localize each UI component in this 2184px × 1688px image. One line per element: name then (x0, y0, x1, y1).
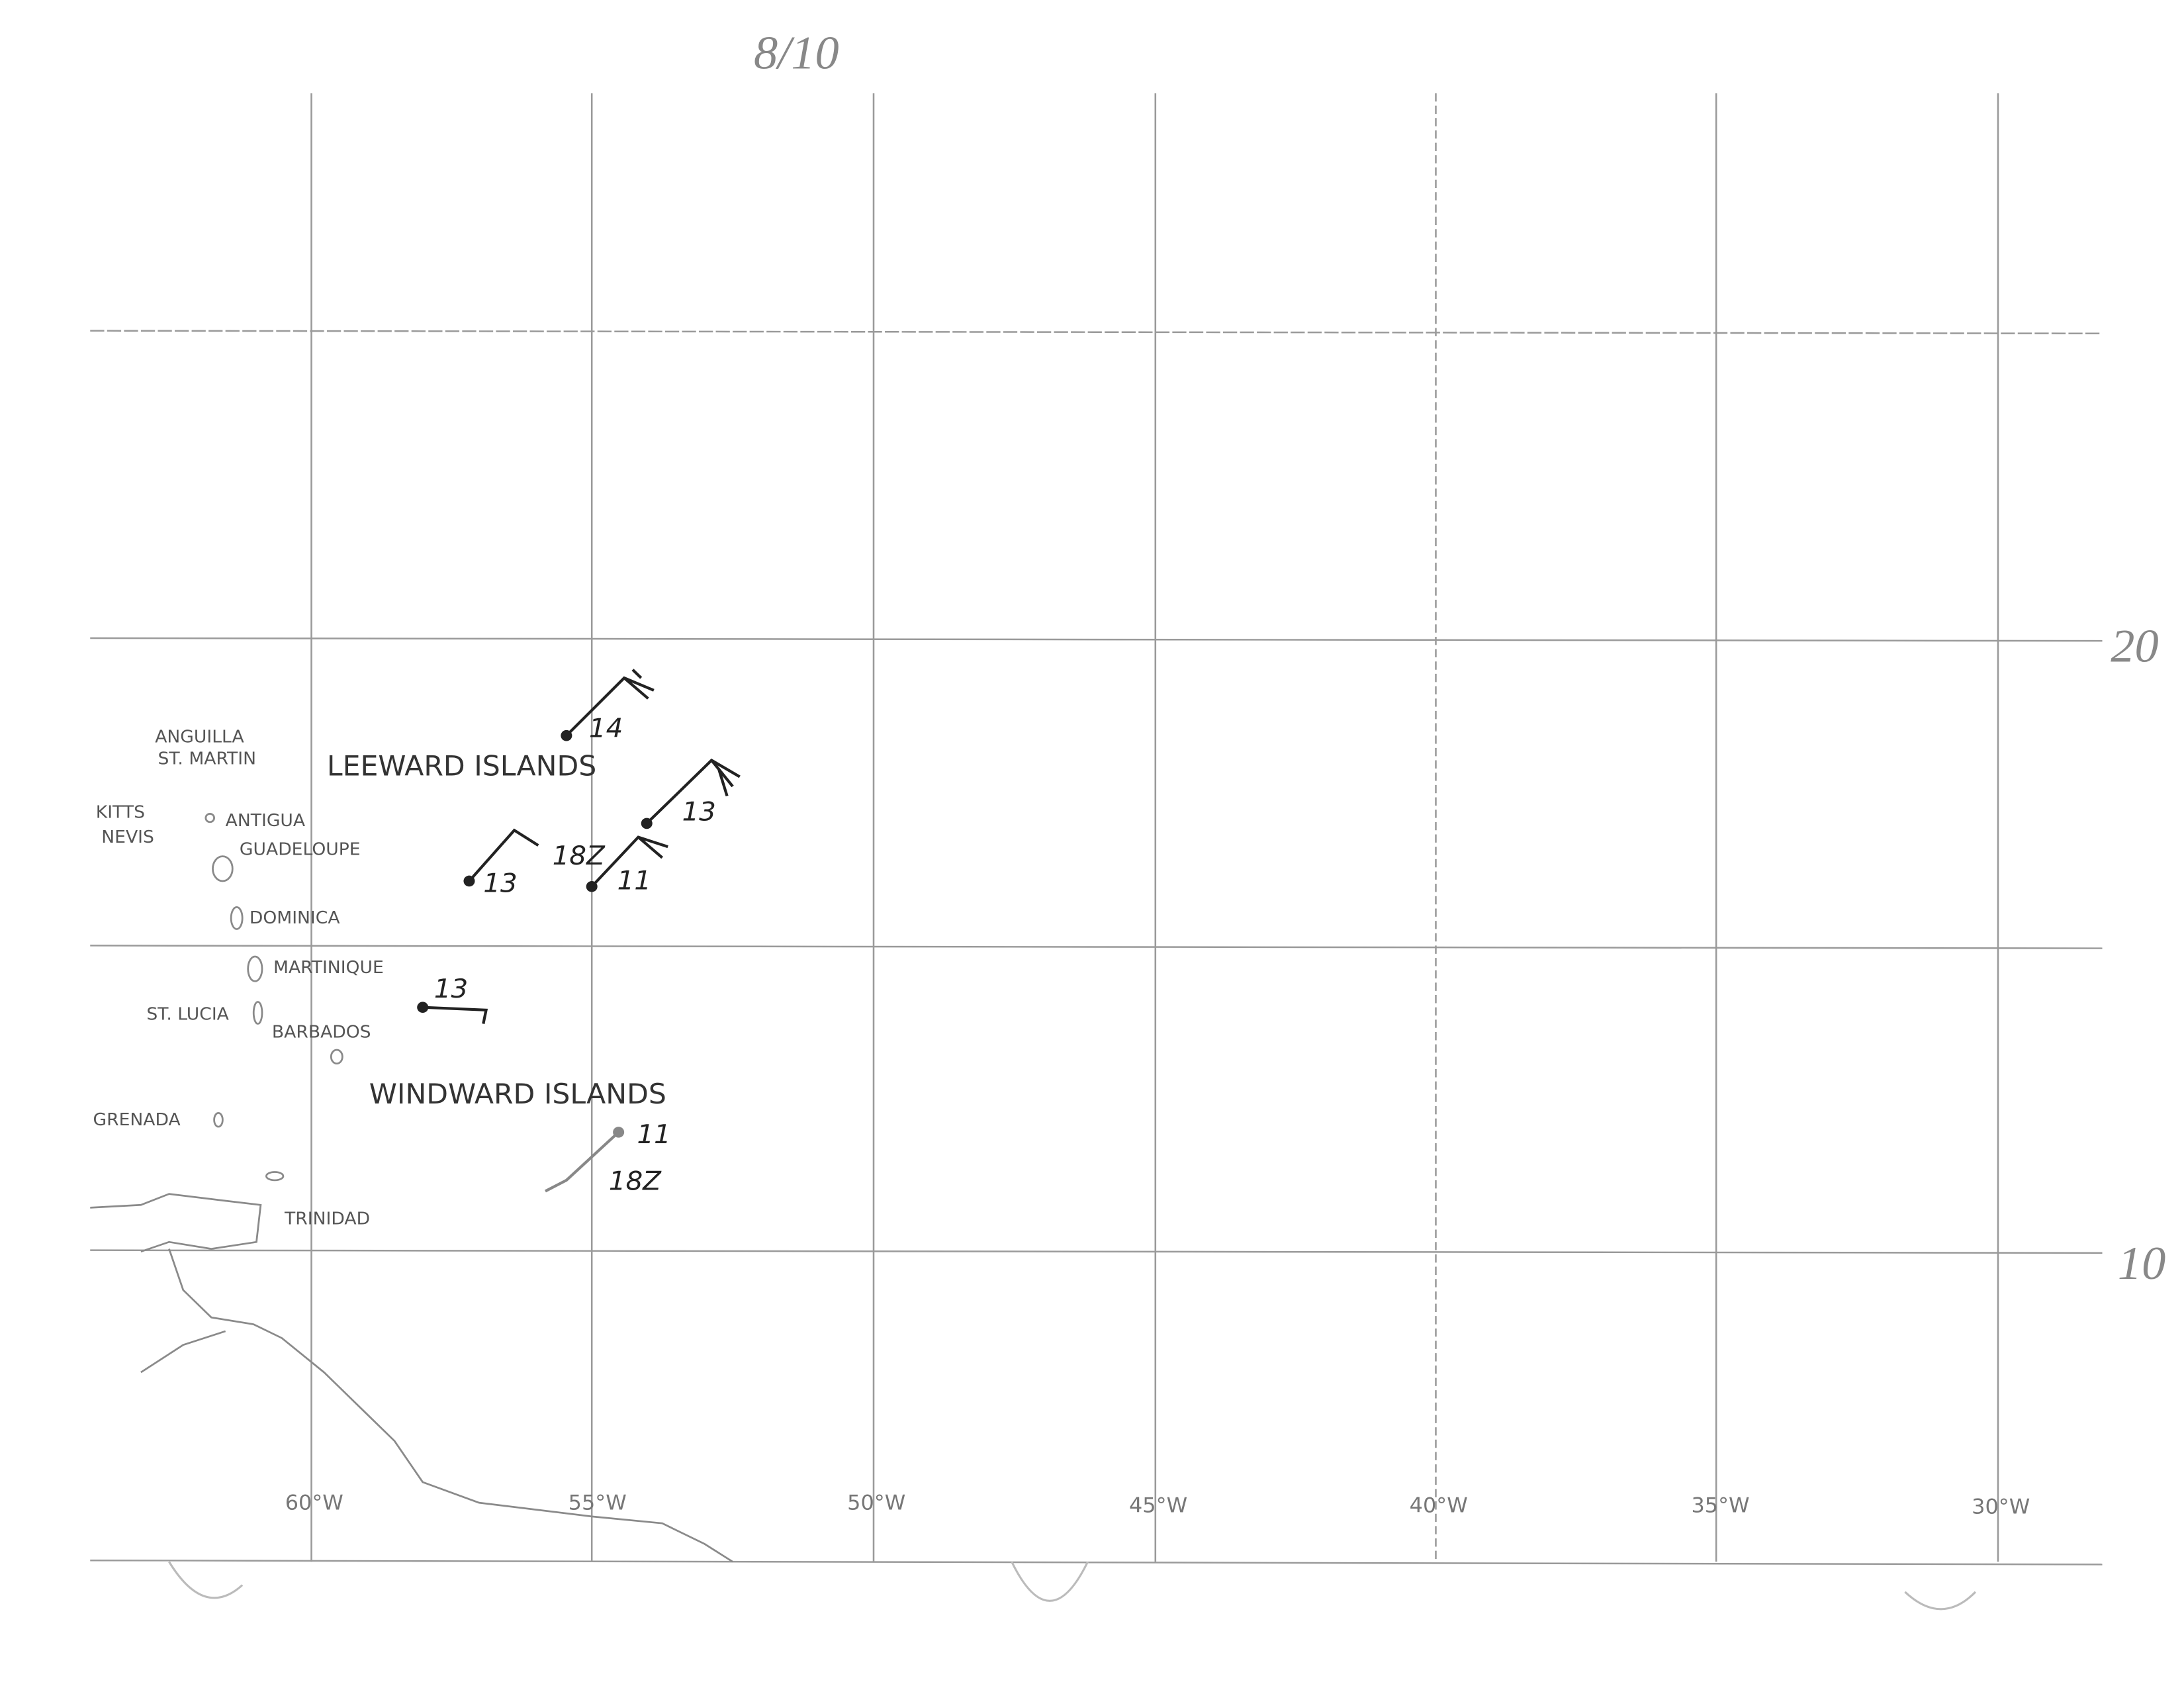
region-label: WINDWARD ISLANDS (369, 1078, 666, 1109)
place-label: NEVIS (101, 827, 154, 847)
place-label: ST. LUCIA (146, 1005, 228, 1025)
place-label: BARBADOS (272, 1023, 371, 1043)
longitude-label: 40°W (1410, 1494, 1468, 1518)
wind-speed-note: 14 (589, 714, 623, 743)
longitude-label: 30°W (1972, 1495, 2030, 1519)
time-note: 18Z (609, 1166, 662, 1196)
place-label: GUADELOUPE (240, 840, 361, 860)
place-label: ANTIGUA (226, 811, 305, 831)
longitude-label: 55°W (569, 1491, 627, 1515)
graticule (90, 93, 2103, 1566)
wind-speed-note: 13 (434, 974, 468, 1004)
longitude-label: 50°W (847, 1491, 905, 1515)
longitude-label: 45°W (1129, 1494, 1187, 1518)
wind-speed-note: 11 (617, 866, 651, 896)
region-label: LEEWARD ISLANDS (327, 750, 596, 782)
place-label: KITTS (96, 803, 145, 823)
place-label: DOMINICA (250, 909, 340, 929)
place-label: ST. MARTIN (158, 749, 256, 769)
place-label: GRENADA (93, 1110, 181, 1130)
latitude-label: 20 (2111, 620, 2158, 672)
place-label: MARTINIQUE (273, 958, 384, 978)
wind-speed-note: 13 (483, 868, 517, 898)
longitude-label: 60°W (285, 1491, 343, 1515)
wind-speed-note: 11 (637, 1119, 670, 1149)
latitude-label: 10 (2118, 1238, 2165, 1289)
wind-barbs (417, 669, 741, 1193)
time-note: 18Z (553, 841, 606, 871)
longitude-label: 35°W (1691, 1494, 1749, 1518)
date-note: 8/10 (754, 28, 839, 79)
place-label: ANGUILLA (155, 727, 244, 747)
wind-speed-note: 13 (682, 797, 715, 827)
place-label: TRINIDAD (284, 1209, 370, 1229)
coastline (90, 813, 1977, 1611)
